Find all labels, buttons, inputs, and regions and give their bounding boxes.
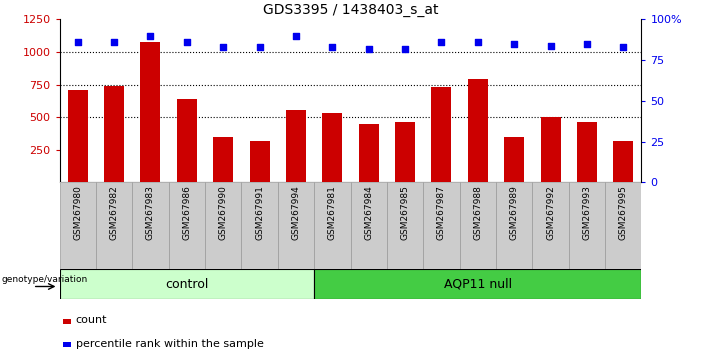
- Text: GSM267985: GSM267985: [400, 185, 409, 240]
- Text: GSM267991: GSM267991: [255, 185, 264, 240]
- Bar: [169, 182, 205, 269]
- Bar: [605, 182, 641, 269]
- Bar: [395, 122, 415, 182]
- Bar: [577, 122, 597, 182]
- Point: [508, 41, 519, 47]
- Point: [436, 39, 447, 45]
- Bar: [250, 141, 270, 182]
- Bar: [241, 182, 278, 269]
- Point: [400, 46, 411, 52]
- Bar: [496, 182, 532, 269]
- Text: GSM267984: GSM267984: [365, 185, 373, 240]
- Text: GSM267992: GSM267992: [546, 185, 555, 240]
- Point: [145, 33, 156, 39]
- Text: GSM267990: GSM267990: [219, 185, 228, 240]
- Bar: [177, 99, 197, 182]
- Bar: [286, 110, 306, 182]
- Bar: [322, 113, 342, 182]
- Bar: [96, 182, 132, 269]
- Bar: [350, 182, 387, 269]
- Text: GSM267989: GSM267989: [510, 185, 519, 240]
- Text: GSM267980: GSM267980: [74, 185, 82, 240]
- Point: [363, 46, 374, 52]
- Bar: [613, 141, 633, 182]
- Bar: [60, 182, 96, 269]
- Bar: [278, 182, 314, 269]
- Point: [290, 33, 301, 39]
- Point: [182, 39, 193, 45]
- Bar: [63, 342, 71, 347]
- Text: GSM267981: GSM267981: [328, 185, 336, 240]
- Bar: [540, 117, 561, 182]
- Text: GSM267988: GSM267988: [473, 185, 482, 240]
- Bar: [387, 182, 423, 269]
- Point: [618, 44, 629, 50]
- Bar: [68, 90, 88, 182]
- Text: count: count: [76, 315, 107, 325]
- Text: GSM267986: GSM267986: [182, 185, 191, 240]
- Bar: [314, 182, 350, 269]
- Text: AQP11 null: AQP11 null: [444, 278, 512, 291]
- Text: GSM267987: GSM267987: [437, 185, 446, 240]
- Bar: [104, 86, 124, 182]
- Point: [109, 39, 120, 45]
- Point: [472, 39, 484, 45]
- Bar: [314, 269, 641, 299]
- Bar: [132, 182, 169, 269]
- Text: GSM267995: GSM267995: [619, 185, 627, 240]
- Point: [254, 44, 265, 50]
- Bar: [532, 182, 569, 269]
- Point: [217, 44, 229, 50]
- Bar: [205, 182, 241, 269]
- Bar: [468, 79, 488, 182]
- Bar: [460, 182, 496, 269]
- Text: GSM267993: GSM267993: [583, 185, 592, 240]
- Point: [545, 43, 556, 48]
- Text: GSM267983: GSM267983: [146, 185, 155, 240]
- Bar: [140, 42, 161, 182]
- Bar: [63, 319, 71, 324]
- Text: GSM267994: GSM267994: [292, 185, 301, 240]
- Bar: [60, 269, 314, 299]
- Text: GSM267982: GSM267982: [109, 185, 118, 240]
- Point: [581, 41, 592, 47]
- Bar: [213, 137, 233, 182]
- Point: [327, 44, 338, 50]
- Bar: [569, 182, 605, 269]
- Text: control: control: [165, 278, 209, 291]
- Bar: [431, 87, 451, 182]
- Text: genotype/variation: genotype/variation: [1, 275, 88, 284]
- Point: [72, 39, 83, 45]
- Text: percentile rank within the sample: percentile rank within the sample: [76, 338, 264, 349]
- Bar: [423, 182, 460, 269]
- Bar: [359, 124, 379, 182]
- Title: GDS3395 / 1438403_s_at: GDS3395 / 1438403_s_at: [263, 3, 438, 17]
- Bar: [504, 137, 524, 182]
